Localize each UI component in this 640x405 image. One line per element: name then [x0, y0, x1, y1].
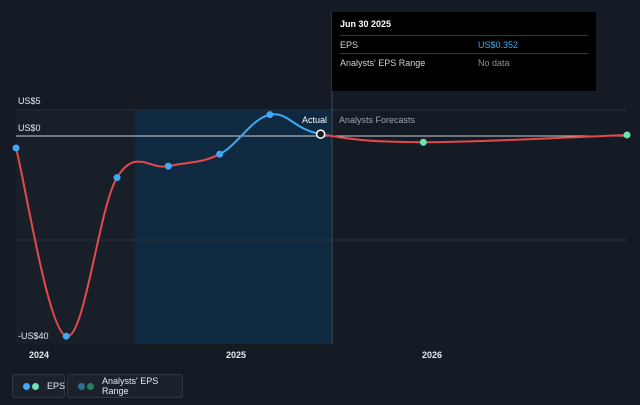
- legend-eps[interactable]: EPS: [12, 374, 65, 398]
- forecast-label: Analysts Forecasts: [339, 115, 416, 125]
- eps-point[interactable]: [266, 111, 274, 119]
- legend-range-label: Analysts' EPS Range: [102, 376, 159, 396]
- y-tick-label: US$0: [18, 123, 41, 133]
- tooltip-value: US$0.352: [478, 40, 519, 50]
- tooltip-row-range: Analysts' EPS Range No data: [340, 53, 588, 71]
- legend-range[interactable]: Analysts' EPS Range: [67, 374, 183, 398]
- eps-line-forecast: [320, 133, 628, 144]
- tooltip-value: No data: [478, 58, 510, 68]
- y-tick-label: US$5: [18, 96, 41, 106]
- legend-range-icon: [78, 382, 96, 390]
- history-band: [16, 110, 135, 344]
- y-tick-label: -US$40: [18, 331, 49, 341]
- eps-point[interactable]: [113, 174, 121, 182]
- legend-eps-label: EPS: [47, 381, 66, 391]
- forecast-point[interactable]: [419, 138, 427, 146]
- x-tick-label: 2026: [422, 350, 442, 360]
- x-tick-label: 2025: [226, 350, 246, 360]
- eps-point[interactable]: [62, 332, 70, 340]
- legend-eps-icon: [23, 382, 41, 390]
- tooltip-row-eps: EPS US$0.352: [340, 35, 588, 53]
- eps-point[interactable]: [216, 150, 224, 158]
- forecast-point[interactable]: [623, 131, 631, 139]
- eps-point[interactable]: [164, 162, 172, 170]
- eps-point[interactable]: [315, 129, 326, 139]
- eps-point[interactable]: [12, 144, 20, 152]
- actual-region: [135, 110, 332, 344]
- tooltip-label: Analysts' EPS Range: [340, 58, 426, 68]
- tooltip-label: EPS: [340, 40, 359, 50]
- x-tick-label: 2024: [29, 350, 49, 360]
- tooltip: Jun 30 2025 EPS US$0.352 Analysts' EPS R…: [332, 12, 596, 91]
- tooltip-date: Jun 30 2025: [340, 19, 392, 29]
- actual-label: Actual: [302, 115, 327, 125]
